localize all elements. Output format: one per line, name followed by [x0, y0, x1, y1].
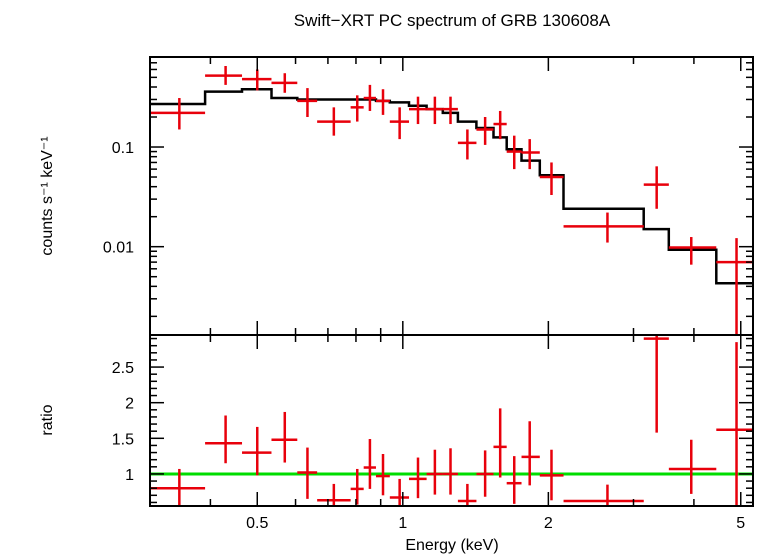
chart-title: Swift−XRT PC spectrum of GRB 130608A	[294, 11, 611, 30]
ratio-data-point	[363, 439, 376, 489]
y-tick-label: 1.5	[112, 431, 134, 448]
spectrum-data-point	[242, 69, 272, 91]
spectrum-data-point	[297, 88, 318, 118]
spectrum-data-point	[476, 117, 494, 145]
spectrum-data-point	[457, 129, 477, 160]
spectrum-data-point	[363, 84, 376, 111]
x-axis-label: Energy (keV)	[405, 537, 498, 554]
ratio-data-point	[716, 342, 753, 506]
y-tick-label: 0.01	[103, 240, 134, 257]
spectrum-data-point	[521, 139, 540, 170]
y-tick-label: 0.1	[112, 140, 134, 157]
ratio-data-point	[563, 484, 644, 506]
ratio-panel: 1 1.5 2 2.5 0.5 1 2 5	[112, 334, 754, 532]
spectrum-data-point	[389, 107, 410, 140]
spectrum-data-point	[317, 107, 351, 136]
ratio-data-point	[150, 468, 206, 506]
ratio-data-point	[350, 468, 364, 505]
ratio-data-point	[521, 421, 540, 486]
y-axis-label-ratio: ratio	[39, 404, 56, 435]
ratio-data-point	[242, 426, 272, 476]
y-tick-label: 1	[125, 467, 134, 484]
spectrum-data-point	[668, 237, 717, 265]
spectrum-data-point	[643, 166, 669, 209]
ratio-data-point	[409, 457, 427, 499]
ratio-data-point	[271, 411, 298, 463]
ratio-data-point	[643, 335, 669, 433]
y-tick-label: 2	[125, 396, 134, 413]
ratio-data-point	[457, 483, 477, 506]
ratio-data-point	[493, 408, 507, 478]
spectrum-data-point	[493, 110, 507, 140]
ratio-data-point	[389, 478, 410, 506]
ratio-data-point	[668, 439, 717, 494]
spectrum-data-point	[409, 96, 427, 125]
spectrum-data-point	[150, 98, 206, 130]
spectrum-data-point	[506, 135, 522, 170]
spectrum-data-point	[426, 96, 443, 125]
ratio-data-point	[442, 448, 458, 495]
spectrum-data-point	[539, 162, 564, 196]
model-step-line	[150, 87, 753, 285]
x-tick-label: 5	[736, 515, 745, 532]
spectrum-data-point	[205, 65, 243, 85]
ratio-data-point	[539, 449, 564, 501]
ratio-panel-frame	[149, 334, 754, 507]
spectrum-data-point	[271, 73, 298, 93]
ratio-data-point	[506, 456, 522, 504]
spectrum-data-point	[375, 89, 390, 115]
x-tick-label: 1	[398, 515, 407, 532]
ratio-data-point	[476, 450, 494, 497]
ratio-data-point	[426, 449, 443, 495]
ratio-data-point	[317, 483, 351, 506]
y-tick-label: 2.5	[112, 360, 134, 377]
ratio-data-point	[297, 447, 318, 499]
x-tick-label: 0.5	[246, 515, 268, 532]
spectrum-data-point	[563, 212, 644, 243]
ratio-data-point	[375, 453, 390, 496]
y-axis-label-counts: counts s⁻¹ keV⁻¹	[39, 136, 56, 255]
x-tick-label: 2	[544, 515, 553, 532]
spectrum-data-point	[350, 95, 364, 122]
ratio-data-point	[205, 415, 243, 464]
spectrum-data-point	[442, 96, 458, 125]
